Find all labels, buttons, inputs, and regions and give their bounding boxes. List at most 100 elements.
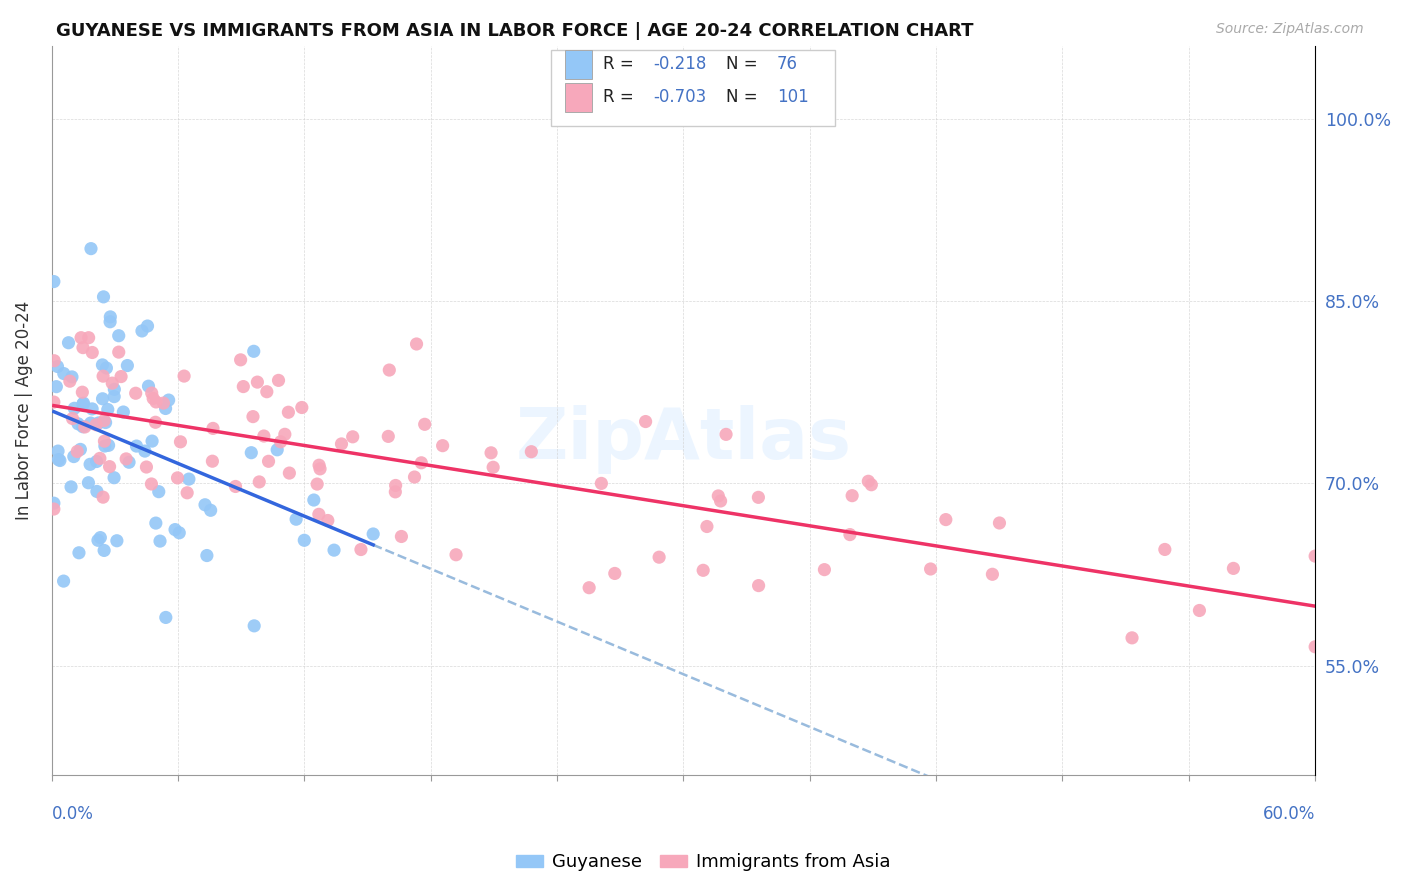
Point xyxy=(145,415,167,429)
Point xyxy=(87,533,110,548)
Point xyxy=(86,484,108,499)
Point xyxy=(270,434,292,449)
Point xyxy=(91,490,114,504)
Point xyxy=(77,331,100,345)
Point xyxy=(839,527,862,541)
Point xyxy=(330,437,353,451)
Point xyxy=(70,331,93,345)
Point xyxy=(860,477,883,491)
Point xyxy=(117,359,139,373)
Point xyxy=(73,420,96,434)
Point xyxy=(278,466,301,480)
Point xyxy=(350,542,373,557)
Point xyxy=(46,359,69,374)
Point xyxy=(60,370,83,384)
Point xyxy=(1222,561,1244,575)
Point xyxy=(125,439,148,453)
Point xyxy=(62,450,84,464)
Point xyxy=(52,367,75,381)
Point xyxy=(253,429,276,443)
Point xyxy=(935,513,957,527)
Point xyxy=(634,415,657,429)
Point xyxy=(77,475,100,490)
Point xyxy=(142,392,165,406)
Point xyxy=(166,471,188,485)
Y-axis label: In Labor Force | Age 20-24: In Labor Force | Age 20-24 xyxy=(15,301,32,520)
Point xyxy=(342,430,364,444)
Point xyxy=(378,363,401,377)
Point xyxy=(80,242,103,256)
Point xyxy=(246,375,269,389)
Text: -0.703: -0.703 xyxy=(654,88,706,106)
Point xyxy=(308,508,330,522)
Point xyxy=(256,384,278,399)
Point xyxy=(1188,603,1211,617)
Point xyxy=(707,489,730,503)
Text: -0.218: -0.218 xyxy=(654,55,706,73)
Point xyxy=(173,369,195,384)
Point xyxy=(578,581,600,595)
Legend: Guyanese, Immigrants from Asia: Guyanese, Immigrants from Asia xyxy=(509,847,897,879)
Point xyxy=(72,419,94,434)
Point xyxy=(155,401,177,416)
Point xyxy=(72,397,94,411)
Text: Source: ZipAtlas.com: Source: ZipAtlas.com xyxy=(1216,22,1364,37)
Point xyxy=(225,479,247,493)
Point xyxy=(131,324,153,338)
Point xyxy=(134,444,156,458)
Point xyxy=(479,446,502,460)
Point xyxy=(201,421,224,435)
Point xyxy=(97,402,120,417)
Point xyxy=(981,567,1004,582)
Point xyxy=(285,512,308,526)
Point xyxy=(714,427,737,442)
Point xyxy=(603,566,626,581)
Point xyxy=(1153,542,1175,557)
Point xyxy=(1303,549,1326,563)
Point xyxy=(91,369,114,384)
Point xyxy=(384,484,406,499)
Point xyxy=(413,417,436,432)
Point xyxy=(72,396,94,410)
Point xyxy=(149,534,172,549)
Point xyxy=(242,409,264,424)
Point xyxy=(267,373,290,387)
Point xyxy=(58,335,80,350)
Point xyxy=(82,345,104,359)
Point xyxy=(232,379,254,393)
Point xyxy=(135,460,157,475)
Point xyxy=(169,434,191,449)
Point xyxy=(103,390,125,404)
Point xyxy=(110,369,132,384)
Point xyxy=(42,395,65,409)
Point xyxy=(163,523,186,537)
Point xyxy=(84,417,107,432)
Point xyxy=(152,396,174,410)
FancyBboxPatch shape xyxy=(565,83,592,112)
Point xyxy=(482,460,505,475)
Point xyxy=(86,454,108,468)
Point xyxy=(302,493,325,508)
Point xyxy=(988,516,1011,530)
Point xyxy=(141,477,163,491)
Point xyxy=(858,475,880,489)
Point xyxy=(291,401,314,415)
Point xyxy=(48,452,70,467)
Point xyxy=(91,358,114,372)
Point xyxy=(107,345,129,359)
Point xyxy=(98,310,121,324)
Point xyxy=(69,442,91,457)
Point xyxy=(277,405,299,419)
Point xyxy=(98,459,121,474)
Point xyxy=(710,494,733,508)
Point xyxy=(696,519,718,533)
Point xyxy=(201,454,224,468)
Point xyxy=(323,543,346,558)
Point xyxy=(60,480,83,494)
Point xyxy=(308,458,330,473)
Point xyxy=(377,429,399,443)
Point xyxy=(307,477,329,491)
Point xyxy=(176,485,198,500)
Point xyxy=(316,514,339,528)
Text: N =: N = xyxy=(727,88,763,106)
